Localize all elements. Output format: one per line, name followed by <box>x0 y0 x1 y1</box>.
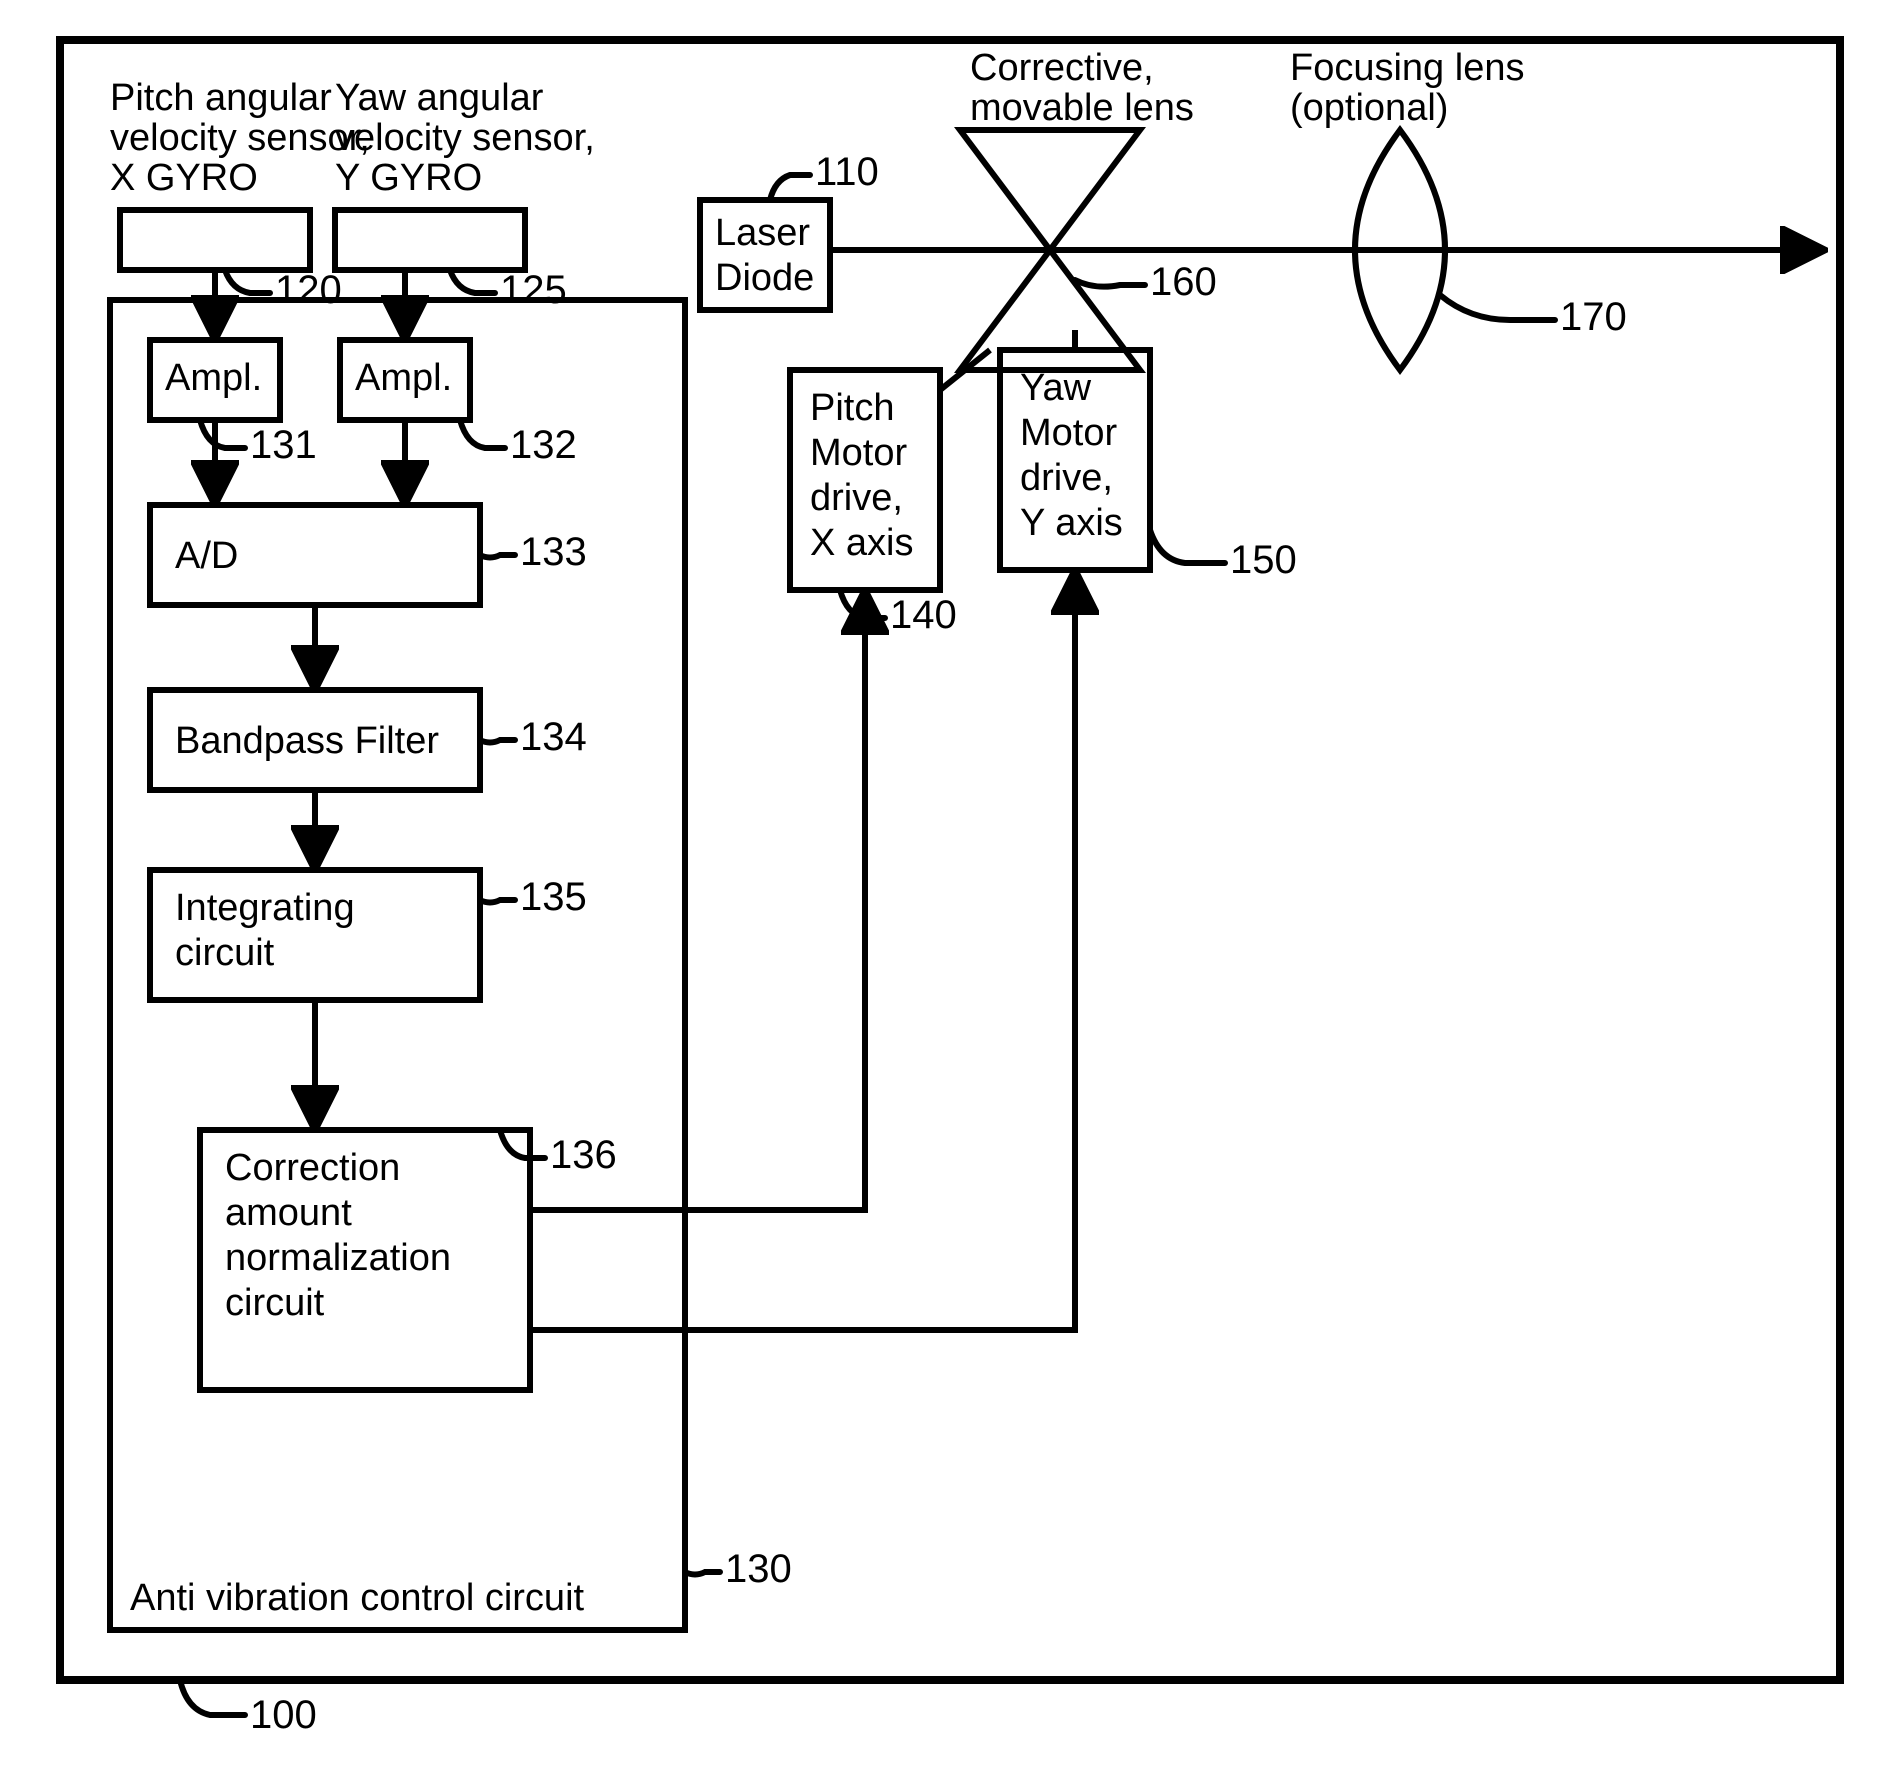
ref-110: 110 <box>815 150 879 194</box>
ref-135: 135 <box>520 875 587 919</box>
leader-135 <box>480 900 515 903</box>
ref-133: 133 <box>520 530 587 574</box>
leader-170 <box>1440 295 1555 320</box>
leader-130 <box>685 1572 720 1575</box>
ampl1-label: Ampl. <box>165 357 262 399</box>
ref-134: 134 <box>520 715 587 759</box>
ref-125: 125 <box>500 268 567 312</box>
bp-label: Bandpass Filter <box>175 720 439 762</box>
ref-131: 131 <box>250 423 317 467</box>
leader-100 <box>180 1680 245 1715</box>
leader-133 <box>480 555 515 558</box>
leader-160 <box>1075 280 1145 287</box>
ref-130: 130 <box>725 1547 792 1591</box>
yaw-sensor-box <box>335 210 525 270</box>
avc-label: Anti vibration control circuit <box>130 1577 585 1619</box>
leader-125 <box>450 270 495 293</box>
ad-label: A/D <box>175 535 238 577</box>
leader-150 <box>1150 530 1225 563</box>
corrective-lens-heading: Corrective, movable lens <box>970 47 1194 129</box>
ref-160: 160 <box>1150 260 1217 304</box>
ref-100: 100 <box>250 1693 317 1737</box>
ref-140: 140 <box>890 593 957 637</box>
leader-110 <box>770 175 810 200</box>
ref-132: 132 <box>510 423 577 467</box>
focusing-lens-heading: Focusing lens (optional) <box>1290 47 1535 129</box>
leader-134 <box>480 740 515 743</box>
ref-136: 136 <box>550 1133 617 1177</box>
ref-120: 120 <box>275 268 342 312</box>
ampl2-label: Ampl. <box>355 357 452 399</box>
ref-150: 150 <box>1230 538 1297 582</box>
leader-120 <box>225 270 270 293</box>
ref-170: 170 <box>1560 295 1627 339</box>
pitch-sensor-box <box>120 210 310 270</box>
yaw-sensor-heading: Yaw angular velocity sensor, Y GYRO <box>335 77 605 199</box>
